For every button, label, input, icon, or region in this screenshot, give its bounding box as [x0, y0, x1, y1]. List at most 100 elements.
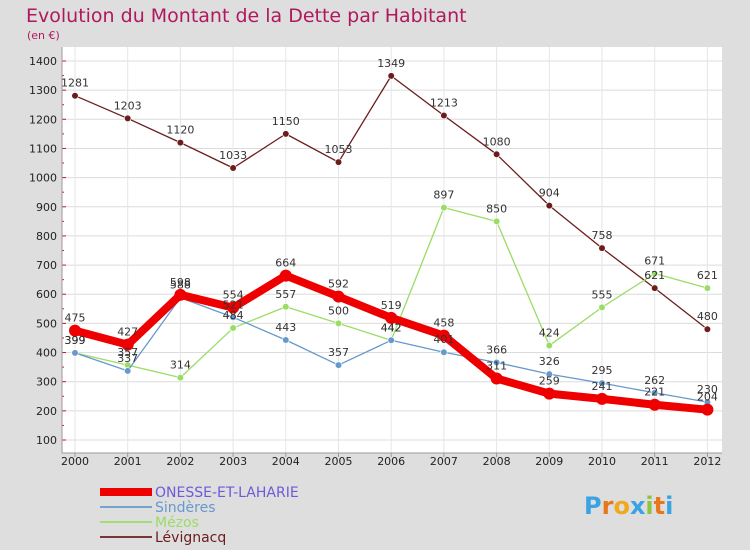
data-label: 337	[117, 352, 138, 365]
data-point-levignacq	[440, 111, 448, 120]
data-point-sinderes	[598, 379, 606, 387]
data-label: 295	[592, 364, 613, 377]
data-label: 897	[433, 189, 454, 202]
data-label: 480	[697, 310, 718, 323]
data-label: 1349	[377, 57, 405, 70]
y-tick-label: 700	[36, 259, 57, 272]
data-point-onesse-et-laharie	[121, 338, 134, 351]
x-tick-label: 2007	[430, 455, 458, 468]
data-point-levignacq	[282, 130, 290, 138]
y-tick-label: 1200	[29, 113, 57, 126]
data-point-onesse-et-laharie	[332, 290, 345, 303]
data-label: 399	[65, 334, 86, 347]
data-label: 1033	[219, 149, 247, 162]
y-tick-label: 300	[36, 376, 57, 389]
x-tick-label: 2003	[219, 455, 247, 468]
y-tick-label: 1300	[29, 84, 57, 97]
data-point-sinderes	[229, 313, 237, 321]
y-tick-label: 200	[36, 405, 57, 418]
data-point-mezos	[703, 284, 712, 292]
data-label: 230	[697, 383, 718, 396]
y-tick-label: 500	[36, 317, 57, 330]
data-label: 366	[486, 343, 507, 356]
data-point-mezos	[334, 319, 343, 327]
y-tick-label: 800	[36, 230, 57, 243]
data-point-sinderes	[493, 358, 501, 367]
data-point-levignacq	[598, 244, 606, 252]
data-label: 557	[275, 288, 296, 301]
data-label: 443	[275, 321, 296, 334]
x-tick-label: 2000	[61, 455, 89, 468]
data-label: 427	[117, 326, 138, 339]
data-point-levignacq	[229, 164, 237, 172]
x-tick-label: 2005	[325, 455, 353, 468]
x-tick-label: 2011	[641, 455, 669, 468]
data-label: 326	[539, 355, 560, 368]
data-point-levignacq	[651, 284, 659, 292]
data-label: 259	[539, 375, 560, 388]
data-point-levignacq	[124, 114, 132, 123]
data-point-levignacq	[545, 202, 553, 210]
data-label: 1120	[166, 124, 194, 137]
data-label: 204	[697, 391, 718, 404]
proxiti-logo: Proxiti	[584, 492, 673, 520]
data-point-sinderes	[282, 336, 290, 344]
data-label: 399	[65, 334, 86, 347]
data-label: 458	[433, 317, 454, 330]
data-point-sinderes	[334, 361, 343, 369]
legend-label: Sindères	[155, 500, 216, 516]
data-point-onesse-et-laharie	[69, 324, 81, 337]
x-tick-label: 2009	[535, 455, 563, 468]
data-label: 424	[539, 327, 560, 340]
y-tick-label: 900	[36, 201, 57, 214]
data-point-mezos	[651, 269, 659, 278]
data-label: 475	[65, 312, 86, 325]
data-label: 311	[486, 359, 507, 372]
data-point-levignacq	[334, 158, 343, 166]
data-label: 500	[328, 304, 349, 317]
y-tick-label: 1400	[29, 55, 57, 68]
data-label: 664	[275, 257, 296, 270]
data-point-onesse-et-laharie	[648, 398, 661, 411]
x-tick-label: 2006	[377, 455, 405, 468]
chart-title: Evolution du Montant de la Dette par Hab…	[26, 5, 467, 27]
data-label: 221	[644, 386, 665, 399]
data-label: 758	[592, 229, 613, 242]
data-point-sinderes	[387, 336, 395, 344]
data-label: 1080	[483, 135, 511, 148]
data-point-levignacq	[493, 150, 501, 158]
data-point-levignacq	[703, 325, 712, 333]
data-point-sinderes	[545, 370, 553, 378]
data-point-sinderes	[71, 349, 79, 357]
data-point-mezos	[229, 324, 237, 332]
data-label: 598	[170, 276, 191, 289]
data-label: 671	[644, 255, 665, 268]
data-label: 401	[433, 333, 454, 346]
data-label: 1203	[114, 99, 142, 112]
data-point-sinderes	[124, 367, 132, 375]
data-label: 904	[539, 187, 560, 200]
data-point-sinderes	[651, 389, 659, 397]
data-point-levignacq	[71, 92, 79, 100]
legend-label: Lévignacq	[155, 530, 226, 546]
y-tick-label: 400	[36, 347, 57, 360]
x-tick-label: 2001	[114, 455, 142, 468]
data-point-onesse-et-laharie	[437, 329, 450, 342]
data-label: 314	[170, 359, 191, 372]
data-label: 241	[592, 380, 613, 393]
data-label: 357	[328, 346, 349, 359]
data-label: 357	[117, 346, 138, 359]
data-label: 1281	[61, 77, 89, 90]
data-label: 1053	[325, 143, 353, 156]
data-label: 442	[381, 321, 402, 334]
data-label: 621	[644, 269, 665, 282]
data-point-onesse-et-laharie	[174, 288, 187, 301]
data-point-onesse-et-laharie	[279, 269, 292, 282]
data-point-onesse-et-laharie	[490, 372, 503, 385]
data-label: 592	[328, 278, 349, 291]
plot-background	[62, 47, 722, 453]
data-point-levignacq	[387, 72, 395, 80]
x-tick-label: 2002	[166, 455, 194, 468]
